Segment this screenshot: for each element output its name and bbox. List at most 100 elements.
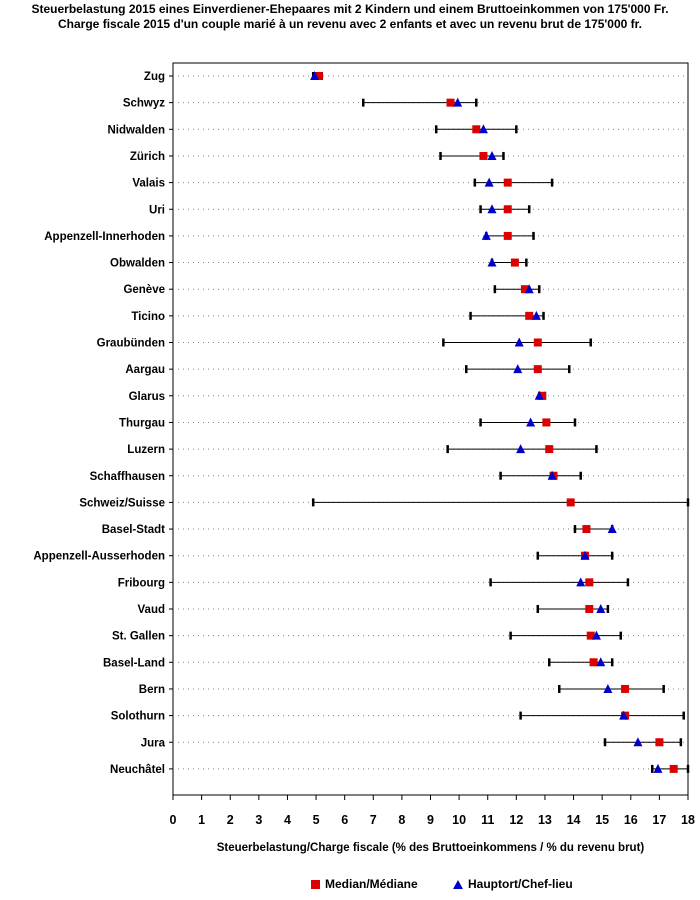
capital-marker xyxy=(453,97,463,107)
median-marker xyxy=(446,98,455,107)
category-label: Bern xyxy=(139,684,165,696)
median-square-icon xyxy=(311,879,320,889)
legend-label-capital: Hauptort/Chef-lieu xyxy=(468,877,573,891)
category-label: Fribourg xyxy=(118,577,165,589)
capital-marker xyxy=(576,577,586,587)
x-tick-label: 2 xyxy=(227,813,234,827)
x-tick-label: 9 xyxy=(427,813,434,827)
x-tick-label: 8 xyxy=(398,813,405,827)
category-label: Zug xyxy=(144,71,165,83)
capital-marker xyxy=(310,71,320,80)
capital-marker xyxy=(484,177,494,187)
chart-subtitle: Charge fiscale 2015 d'un couple marié à … xyxy=(58,17,642,31)
x-axis-label: Steuerbelastung/Charge fiscale (% des Br… xyxy=(216,842,645,854)
capital-triangle-icon xyxy=(453,879,463,889)
category-label: Schweiz/Suisse xyxy=(79,497,165,509)
category-label: Basel-Stadt xyxy=(102,524,165,536)
median-marker xyxy=(586,631,595,640)
capital-marker xyxy=(513,364,523,374)
x-tick-label: 16 xyxy=(624,813,638,827)
capital-marker xyxy=(580,550,590,560)
median-marker xyxy=(655,738,664,747)
capital-marker xyxy=(653,763,663,773)
category-label: Nidwalden xyxy=(107,124,165,136)
category-label: Obwalden xyxy=(110,258,165,270)
capital-marker xyxy=(596,657,606,667)
legend-item-capital: Hauptort/Chef-lieu xyxy=(453,876,573,892)
capital-marker xyxy=(619,710,629,720)
x-tick-label: 5 xyxy=(313,813,320,827)
capital-marker xyxy=(481,230,491,240)
median-marker xyxy=(533,365,542,374)
capital-marker xyxy=(607,524,617,534)
median-marker xyxy=(533,338,542,347)
capital-marker xyxy=(524,284,534,294)
x-tick-label: 17 xyxy=(652,813,666,827)
x-tick-label: 0 xyxy=(170,813,177,827)
capital-marker xyxy=(591,630,601,640)
category-label: Luzern xyxy=(127,444,165,456)
capital-marker xyxy=(531,310,541,320)
median-marker xyxy=(585,605,594,613)
capital-marker xyxy=(487,257,497,267)
median-marker xyxy=(520,285,529,294)
capital-marker xyxy=(478,124,488,134)
capital-marker xyxy=(633,737,643,747)
median-marker xyxy=(538,391,547,400)
chart-title: Steuerbelastung 2015 eines Einverdiener-… xyxy=(31,2,669,16)
median-marker xyxy=(585,578,594,587)
x-tick-label: 14 xyxy=(567,813,581,827)
x-tick-label: 15 xyxy=(595,813,609,827)
category-label: Solothurn xyxy=(111,711,165,723)
category-label: Graubünden xyxy=(97,338,165,350)
category-label: Uri xyxy=(149,204,165,216)
x-tick-label: 13 xyxy=(538,813,552,827)
capital-marker xyxy=(534,390,544,400)
x-tick-label: 3 xyxy=(255,813,262,827)
category-label: Jura xyxy=(141,737,166,749)
category-label: Zürich xyxy=(130,151,165,163)
median-marker xyxy=(525,311,534,320)
median-marker xyxy=(582,525,591,534)
category-label: Valais xyxy=(132,178,165,190)
category-label: Genève xyxy=(123,284,165,296)
capital-marker xyxy=(596,604,606,613)
category-label: Thurgau xyxy=(119,417,165,429)
x-tick-label: 12 xyxy=(509,813,523,827)
legend-item-median: Median/Médiane xyxy=(311,876,418,892)
capital-marker xyxy=(514,337,524,347)
category-label: Vaud xyxy=(138,604,165,616)
median-marker xyxy=(566,498,575,507)
capital-marker xyxy=(603,683,613,693)
category-label: Ticino xyxy=(131,311,165,323)
category-label: Aargau xyxy=(125,364,165,376)
category-label: Glarus xyxy=(129,391,165,403)
legend: Median/Médiane Hauptort/Chef-lieu xyxy=(0,876,700,892)
category-label: Basel-Land xyxy=(103,657,165,669)
x-tick-label: 1 xyxy=(198,813,205,827)
median-marker xyxy=(314,72,323,80)
median-marker xyxy=(669,764,678,773)
capital-marker xyxy=(487,150,497,160)
x-tick-label: 18 xyxy=(681,813,695,827)
median-marker xyxy=(589,658,598,667)
median-marker xyxy=(479,151,488,160)
x-tick-label: 7 xyxy=(370,813,377,827)
median-marker xyxy=(503,178,512,187)
x-tick-label: 6 xyxy=(341,813,348,827)
x-tick-label: 4 xyxy=(284,813,291,827)
category-label: Appenzell-Innerhoden xyxy=(44,231,165,243)
plot-frame xyxy=(172,62,689,796)
capital-marker xyxy=(487,204,497,214)
x-tick-label: 11 xyxy=(481,813,494,827)
median-marker xyxy=(542,418,551,427)
median-marker xyxy=(510,258,519,267)
median-marker xyxy=(472,125,481,134)
median-marker xyxy=(503,205,512,214)
category-label: St. Gallen xyxy=(112,631,165,643)
capital-marker xyxy=(516,444,526,454)
median-marker xyxy=(621,684,630,693)
category-label: Appenzell-Ausserhoden xyxy=(33,551,165,563)
legend-label-median: Median/Médiane xyxy=(325,877,418,891)
category-label: Neuchâtel xyxy=(110,764,165,776)
